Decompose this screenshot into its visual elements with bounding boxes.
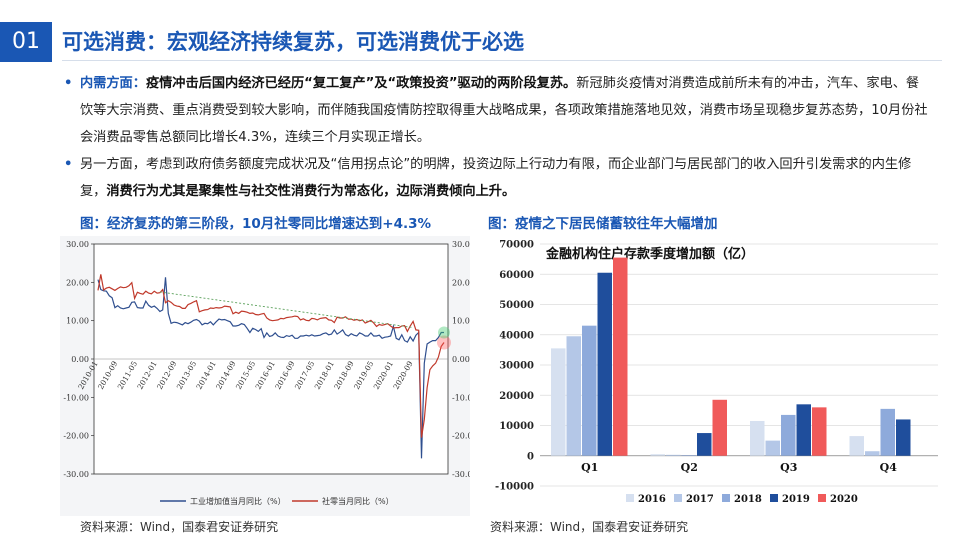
bar-Q1-2016 bbox=[551, 348, 566, 456]
bar-chart-container: 70000 60000 50000 40000 30000 20000 10000 0 -100… bbox=[486, 236, 946, 520]
y-tick-label-right: -20.00 bbox=[452, 432, 470, 441]
bar-Q2-2019 bbox=[697, 433, 712, 456]
right-source-note: 资料来源：Wind，国泰君安证券研究 bbox=[490, 520, 689, 534]
bar-Q2-2018 bbox=[681, 455, 696, 456]
y-tick-label: 0 bbox=[527, 451, 534, 462]
x-category-label: Q2 bbox=[681, 461, 698, 474]
legend-swatch-2019 bbox=[770, 494, 778, 502]
section-number-badge: 01 bbox=[0, 22, 52, 62]
y-tick-label-left: 10.00 bbox=[66, 317, 89, 326]
bar-Q1-2020 bbox=[613, 257, 628, 456]
bar-Q3-2017 bbox=[765, 440, 780, 456]
bullet2-text: 另一方面，考虑到政府债务额度完成状况及“信用拐点论”的明牌，投资边际上行动力有限… bbox=[80, 157, 912, 199]
legend-label-retail: 社零当月同比（%） bbox=[322, 496, 394, 506]
bar-Q1-2019 bbox=[597, 272, 612, 456]
y-tick-label-right: -30.00 bbox=[452, 470, 470, 479]
bar-Q3-2018 bbox=[781, 414, 796, 456]
bullet1-bold: 疫情冲击后国内经济已经历“复工复产”及“政策投资”驱动的两阶段复苏。 bbox=[145, 76, 577, 91]
bar-Q3-2016 bbox=[750, 420, 765, 456]
y-tick-label: 20000 bbox=[499, 391, 534, 402]
y-tick-label-right: 20.00 bbox=[452, 278, 470, 287]
y-tick-label-right: 10.00 bbox=[452, 317, 470, 326]
line-chart-container: 30.00 20.00 10.00 0.00 -10.00 -20.00 -30.00 30.… bbox=[60, 236, 478, 520]
latest-point-glow bbox=[437, 335, 451, 350]
legend-label-2018: 2018 bbox=[734, 494, 762, 505]
y-tick-label-left: 20.00 bbox=[66, 278, 89, 287]
legend-label-industrial: 工业增加值当月同比（%） bbox=[190, 496, 286, 506]
bar-Q3-2020 bbox=[812, 407, 827, 456]
bullet-item-domestic-demand: • 内需方面：疫情冲击后国内经济已经历“复工复产”及“政策投资”驱动的两阶段复苏… bbox=[60, 70, 928, 151]
x-category-label: Q3 bbox=[780, 461, 797, 474]
bar-Q3-2019 bbox=[796, 404, 811, 456]
y-tick-label-left: -30.00 bbox=[63, 470, 89, 479]
y-tick-label-left: -10.00 bbox=[63, 393, 89, 402]
left-chart-caption: 图：经济复苏的第三阶段，10月社零同比增速达到+4.3% bbox=[80, 216, 432, 232]
y-tick-label-right: -10.00 bbox=[452, 393, 470, 402]
bar-chart: 70000 60000 50000 40000 30000 20000 10000 0 -100… bbox=[486, 236, 946, 516]
legend-label-2017: 2017 bbox=[686, 494, 714, 505]
y-tick-label: 60000 bbox=[499, 270, 534, 281]
bullet-list: • 内需方面：疫情冲击后国内经济已经历“复工复产”及“政策投资”驱动的两阶段复苏… bbox=[60, 70, 928, 205]
bullet2-bold: 消费行为尤其是聚集性与社交性消费行为常态化，边际消费倾向上升。 bbox=[106, 184, 516, 199]
legend-label-2016: 2016 bbox=[638, 494, 666, 505]
line-chart: 30.00 20.00 10.00 0.00 -10.00 -20.00 -30.00 30.… bbox=[60, 236, 478, 516]
y-tick-label: 70000 bbox=[499, 240, 534, 251]
right-chart-caption: 图：疫情之下居民储蓄较往年大幅增加 bbox=[488, 216, 718, 232]
industrial-line bbox=[97, 277, 444, 459]
x-category-label: Q1 bbox=[581, 461, 598, 474]
y-tick-label: -10000 bbox=[495, 482, 534, 493]
bar-Q2-2016 bbox=[650, 454, 665, 456]
bullet-item-other-side: • 另一方面，考虑到政府债务额度完成状况及“信用拐点论”的明牌，投资边际上行动力… bbox=[60, 151, 928, 205]
bar-Q1-2017 bbox=[566, 336, 581, 456]
legend-label-2019: 2019 bbox=[782, 494, 810, 505]
y-tick-label-left: 0.00 bbox=[71, 355, 89, 364]
bar-Q4-2016 bbox=[849, 436, 864, 456]
x-category-label: Q4 bbox=[880, 461, 898, 474]
section-number: 01 bbox=[12, 29, 40, 54]
bar-Q2-2017 bbox=[666, 454, 681, 456]
y-tick-label-left: -20.00 bbox=[63, 432, 89, 441]
left-source-note: 资料来源：Wind，国泰君安证券研究 bbox=[80, 520, 279, 534]
bullet-dot-icon: • bbox=[64, 157, 73, 172]
legend-label-2020: 2020 bbox=[830, 494, 858, 505]
y-tick-label: 50000 bbox=[499, 300, 534, 311]
bullet1-text: 新冠肺炎疫情对消费造成前所未有的冲击，汽车、家电、餐饮等大宗消费、重点消费受到较… bbox=[80, 76, 928, 145]
y-tick-label-right: 30.00 bbox=[452, 240, 470, 249]
bar-Q4-2019 bbox=[896, 419, 911, 456]
legend-swatch-2018 bbox=[722, 494, 730, 502]
bar-Q2-2020 bbox=[712, 399, 727, 456]
y-tick-label-left: 30.00 bbox=[66, 240, 89, 249]
legend-swatch-2017 bbox=[674, 494, 682, 502]
y-tick-label: 10000 bbox=[499, 421, 534, 432]
bar-Q1-2018 bbox=[582, 325, 597, 456]
bar-Q4-2017 bbox=[865, 451, 880, 456]
bar-Q4-2018 bbox=[880, 408, 895, 456]
trend-dashed-line bbox=[159, 291, 414, 329]
bullet1-lead: 内需方面： bbox=[80, 76, 146, 91]
legend-swatch-2016 bbox=[626, 494, 634, 502]
title-divider bbox=[62, 60, 942, 61]
chart-title: 金融机构住户存款季度增加额（亿） bbox=[545, 246, 754, 262]
latest-point-glow-green bbox=[438, 326, 450, 339]
bullet-dot-icon: • bbox=[64, 76, 73, 91]
y-tick-label-right: 0.00 bbox=[452, 355, 470, 364]
legend-swatch-2020 bbox=[818, 494, 826, 502]
y-tick-label: 40000 bbox=[499, 330, 534, 341]
y-tick-label: 30000 bbox=[499, 361, 534, 372]
slide-title: 可选消费：宏观经济持续复苏，可选消费优于必选 bbox=[62, 30, 524, 54]
